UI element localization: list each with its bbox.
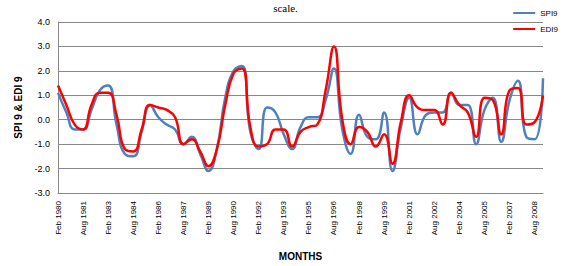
svg-text:1.0: 1.0 (37, 90, 50, 100)
svg-text:SPI 9 & EDI 9: SPI 9 & EDI 9 (13, 76, 24, 139)
svg-text:Aug 1981: Aug 1981 (79, 200, 88, 235)
svg-text:Feb 1992: Feb 1992 (254, 200, 263, 234)
svg-text:Feb 1983: Feb 1983 (104, 200, 113, 234)
svg-text:Aug 1990: Aug 1990 (229, 200, 238, 235)
svg-text:4.0: 4.0 (37, 17, 50, 27)
svg-text:Feb 1980: Feb 1980 (54, 200, 63, 234)
svg-text:Aug 1999: Aug 1999 (380, 200, 389, 235)
svg-text:-2.0: -2.0 (34, 164, 50, 174)
svg-text:SPI9: SPI9 (540, 9, 558, 18)
svg-text:Aug 1984: Aug 1984 (129, 200, 138, 235)
svg-text:Aug 2002: Aug 2002 (430, 200, 439, 235)
svg-text:Feb 1986: Feb 1986 (154, 200, 163, 234)
svg-text:Aug 2008: Aug 2008 (530, 200, 539, 235)
svg-text:Feb 1989: Feb 1989 (204, 200, 213, 234)
svg-text:-1.0: -1.0 (34, 139, 50, 149)
svg-text:Feb 2004: Feb 2004 (455, 200, 464, 234)
svg-text:MONTHS: MONTHS (279, 251, 323, 262)
svg-text:Feb 1995: Feb 1995 (304, 200, 313, 234)
svg-text:Feb 2001: Feb 2001 (405, 200, 414, 234)
svg-text:Feb 1998: Feb 1998 (355, 200, 364, 234)
svg-text:0.0: 0.0 (37, 115, 50, 125)
svg-text:3.0: 3.0 (37, 41, 50, 51)
svg-text:Aug 1993: Aug 1993 (279, 200, 288, 235)
svg-text:Aug 1996: Aug 1996 (329, 200, 338, 235)
svg-text:EDI9: EDI9 (540, 25, 558, 34)
svg-text:-3.0: -3.0 (34, 188, 50, 198)
svg-text:2.0: 2.0 (37, 66, 50, 76)
svg-text:Aug 1987: Aug 1987 (179, 200, 188, 235)
svg-text:Feb 2007: Feb 2007 (505, 200, 514, 234)
svg-text:scale.: scale. (273, 2, 298, 14)
svg-text:Aug 2005: Aug 2005 (480, 200, 489, 235)
